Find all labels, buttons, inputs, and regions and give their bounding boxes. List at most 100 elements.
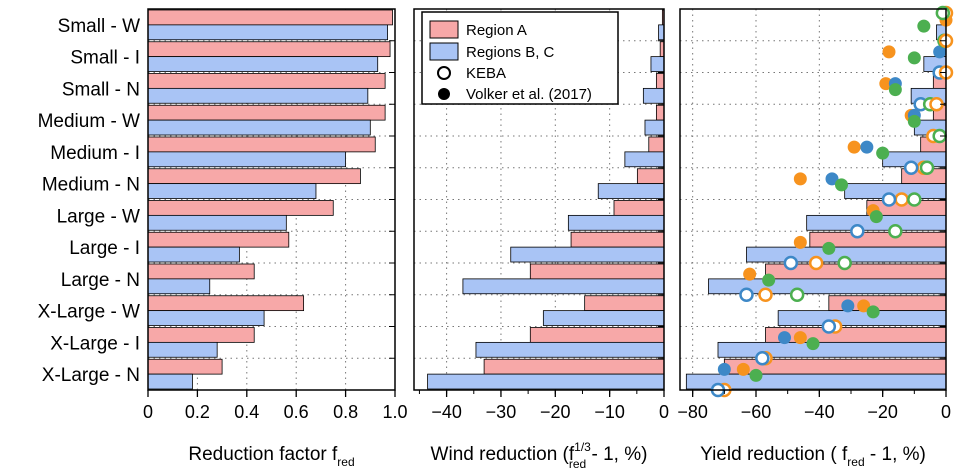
x-axis-label: Wind reduction (f1/3 red - 1, %) — [431, 440, 648, 468]
x-axis-label: Reduction factor fred — [188, 444, 354, 468]
bar-regions-bc — [597, 183, 665, 199]
legend-label-volker: Volker et al. (2017) — [466, 86, 592, 103]
bar-region-a — [147, 327, 255, 343]
bar-regions-bc — [147, 119, 371, 136]
category-label: Medium - N — [42, 175, 140, 196]
x-tick-label: −30 — [486, 402, 517, 422]
x-tick-label: −10 — [594, 402, 625, 422]
x-tick-label: −40 — [804, 402, 835, 422]
legend-label-regions-bc: Regions B, C — [466, 44, 555, 61]
keba-point — [907, 192, 922, 207]
category-label: Large - N — [61, 270, 140, 291]
bar-region-a — [765, 327, 947, 343]
legend-label-keba: KEBA — [466, 65, 506, 82]
x-tick-label: 1.0 — [382, 402, 407, 422]
category-label: X-Large - N — [42, 365, 140, 386]
volker-point — [736, 362, 750, 376]
bar-region-a — [147, 200, 334, 216]
x-tick-label: −40 — [431, 402, 462, 422]
bar-region-a — [147, 104, 386, 121]
bar-region-a — [147, 41, 391, 58]
bar-region-a — [147, 231, 290, 248]
bar-region-a — [648, 136, 665, 153]
x-tick-label: −60 — [741, 402, 772, 422]
legend-label-region-a: Region A — [466, 22, 527, 39]
bar-regions-bc — [475, 341, 665, 358]
bar-region-a — [147, 263, 255, 280]
bar-region-a — [147, 358, 223, 375]
category-label: Large - W — [57, 206, 140, 227]
bar-regions-bc — [147, 151, 347, 168]
keba-point — [888, 224, 903, 239]
panel-3: −80 −60 −40 −20 0 Yield reduction ( fred - 1,… — [677, 5, 954, 468]
category-label: Large - I — [69, 238, 140, 259]
volker-point — [806, 337, 820, 351]
bar-regions-bc — [777, 310, 947, 326]
keba-point — [903, 160, 919, 175]
volker-point — [907, 51, 921, 65]
bar-region-a — [147, 168, 361, 185]
volker-point — [933, 45, 947, 59]
category-label: Small - N — [62, 79, 140, 100]
volker-point — [879, 77, 893, 91]
bar-region-a — [636, 168, 665, 185]
volker-point — [793, 172, 807, 186]
bar-regions-bc — [147, 246, 240, 263]
category-label: X-Large - W — [38, 302, 140, 323]
bar-region-a — [529, 263, 665, 280]
bar-regions-bc — [147, 373, 193, 390]
keba-point — [881, 192, 897, 207]
bar-regions-bc — [650, 56, 665, 72]
bar-region-a — [655, 104, 665, 121]
volker-point — [888, 83, 902, 97]
keba-point — [783, 255, 799, 271]
volker-point — [841, 299, 855, 313]
volker-point — [762, 273, 776, 287]
x-tick-label: 0.4 — [234, 402, 259, 422]
x-tick-label: 0.6 — [284, 402, 309, 422]
bar-regions-bc — [567, 214, 665, 231]
category-label: Small - I — [70, 48, 140, 69]
bar-region-a — [147, 9, 393, 26]
volker-point — [917, 19, 931, 33]
bar-regions-bc — [147, 87, 369, 104]
panel-1: 0 0.2 0.4 0.6 0.8 1.0 Reduction factor fred — [143, 8, 408, 468]
bar-region-a — [584, 295, 665, 312]
keba-point — [755, 351, 770, 366]
bar-regions-bc — [462, 278, 665, 295]
bar-region-a — [529, 327, 665, 343]
x-tick-label: −20 — [867, 402, 898, 422]
category-label: Medium - W — [38, 111, 140, 132]
volker-point — [847, 140, 861, 154]
volker-point — [822, 241, 836, 255]
volker-point — [749, 368, 763, 382]
bar-regions-bc — [147, 214, 287, 231]
bar-region-a — [570, 231, 665, 248]
legend-swatch-regions-bc — [429, 42, 459, 61]
legend: Region A Regions B, C KEBA Volker et al.… — [421, 11, 619, 105]
bar-regions-bc — [147, 183, 317, 199]
volker-point — [869, 210, 883, 224]
bar-region-a — [147, 136, 376, 153]
legend-marker-keba — [437, 66, 451, 80]
bar-region-a — [147, 73, 386, 89]
keba-point — [850, 224, 865, 239]
x-tick-label: 0.8 — [333, 402, 358, 422]
category-label: Small - W — [58, 16, 140, 37]
bar-regions-bc — [510, 246, 665, 263]
keba-point — [789, 287, 805, 302]
category-label: Medium - I — [50, 143, 140, 164]
x-axis-label: Yield reduction ( fred - 1, %) — [700, 444, 926, 468]
bar-regions-bc — [717, 341, 947, 358]
volker-point — [857, 299, 871, 313]
x-tick-label: 0 — [941, 402, 951, 422]
volker-point — [717, 362, 731, 376]
bar-regions-bc — [147, 24, 388, 41]
volker-point — [882, 45, 896, 59]
keba-point — [739, 287, 754, 302]
category-label: X-Large - I — [50, 333, 140, 354]
volker-point — [743, 267, 757, 281]
volker-point — [907, 114, 921, 128]
volker-point — [793, 235, 807, 249]
